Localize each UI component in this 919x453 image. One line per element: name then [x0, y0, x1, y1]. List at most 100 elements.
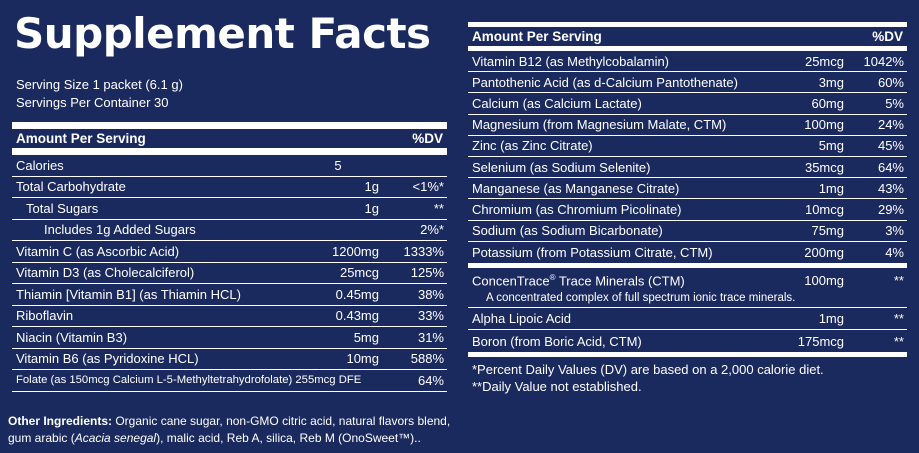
- other-ingredients-line2b: ), malic acid, Reb A, silica, Reb M (Ono…: [156, 431, 421, 445]
- nutrient-row: Selenium (as Sodium Selenite) 35mcg 64%: [468, 157, 907, 179]
- nutrient-name: Calories: [16, 157, 64, 173]
- nutrient-amount: 100mg: [804, 117, 844, 133]
- nutrient-row: Pantothenic Acid (as d-Calcium Pantothen…: [468, 72, 907, 94]
- table-header: Amount Per Serving %DV: [12, 129, 447, 148]
- divider-thick: [468, 352, 907, 358]
- blend-name-prefix: ConcenTrace: [472, 273, 550, 289]
- nutrient-row: Total Sugars 1g **: [12, 198, 447, 220]
- nutrient-name: Includes 1g Added Sugars: [44, 222, 196, 238]
- nutrient-dv: 125%: [410, 265, 444, 281]
- nutrient-amount: 1mg: [818, 311, 844, 327]
- nutrient-name: Calcium (as Calcium Lactate): [472, 95, 642, 111]
- nutrient-name: Folate (as 150mcg Calcium L-5-Methyltetr…: [16, 374, 362, 387]
- nutrient-name: Thiamin [Vitamin B1] (as Thiamin HCL): [16, 286, 241, 302]
- nutrient-row: Vitamin B12 (as Methylcobalamin) 25mcg 1…: [468, 51, 907, 73]
- nutrient-amount: 10mg: [346, 351, 379, 367]
- nutrient-name: Boron (from Boric Acid, CTM): [472, 333, 642, 349]
- registered-mark: ®: [549, 272, 556, 282]
- table-header: Amount Per Serving %DV: [468, 27, 907, 46]
- footnote-not-established: **Daily Value not established.: [472, 379, 642, 395]
- nutrient-name: Vitamin B12 (as Methylcobalamin): [472, 53, 670, 69]
- nutrient-amount: 25mcg: [804, 53, 844, 69]
- nutrient-dv: 64%: [877, 159, 904, 175]
- nutrient-row: Vitamin C (as Ascorbic Acid) 1200mg 1333…: [12, 241, 447, 263]
- nutrient-dv: 3%: [885, 223, 904, 239]
- nutrient-amount: 3mg: [818, 74, 844, 90]
- left-facts-table: Amount Per Serving %DV Calories 5 Total …: [12, 122, 447, 392]
- nutrient-row: Vitamin B6 (as Pyridoxine HCL) 10mg 588%: [12, 349, 447, 370]
- nutrient-amount: 100mg: [804, 272, 844, 288]
- nutrient-row: Boron (from Boric Acid, CTM) 175mcg **: [468, 330, 907, 352]
- nutrient-row: Manganese (as Manganese Citrate) 1mg 43%: [468, 178, 907, 200]
- nutrient-dv: 31%: [417, 329, 444, 345]
- nutrient-dv: **: [893, 333, 904, 349]
- nutrient-row: Vitamin D3 (as Cholecalciferol) 25mcg 12…: [12, 263, 447, 284]
- nutrient-row: Zinc (as Zinc Citrate) 5mg 45%: [468, 136, 907, 157]
- nutrient-amount: 5mg: [818, 138, 844, 154]
- trace-minerals-row: ConcenTrace® Trace Minerals (CTM) 100mg …: [468, 268, 907, 309]
- nutrient-amount: 0.45mg: [335, 286, 379, 302]
- divider-thick: [468, 46, 907, 51]
- nutrient-row: Includes 1g Added Sugars 2%*: [12, 220, 447, 241]
- nutrient-name: ConcenTrace® Trace Minerals (CTM): [468, 273, 774, 288]
- page-title: Supplement Facts: [14, 9, 431, 58]
- nutrient-row: Sodium (as Sodium Bicarbonate) 75mg 3%: [468, 221, 907, 242]
- nutrient-amount: 1200mg: [332, 243, 379, 259]
- nutrient-row: Alpha Lipoic Acid 1mg **: [468, 308, 907, 331]
- nutrient-name: Potassium (from Potassium Citrate, CTM): [472, 244, 713, 260]
- nutrient-amount: 1mg: [818, 180, 844, 196]
- nutrient-row: Niacin (Vitamin B3) 5mg 31%: [12, 327, 447, 349]
- nutrient-amount: 1g: [364, 200, 379, 216]
- footnote-dv: *Percent Daily Values (DV) are based on …: [472, 362, 824, 378]
- nutrient-dv: **: [893, 311, 904, 327]
- nutrient-row: Folate (as 150mcg Calcium L-5-Methyltetr…: [12, 370, 447, 392]
- nutrient-amount: 5mg: [353, 329, 379, 345]
- nutrient-row: Thiamin [Vitamin B1] (as Thiamin HCL) 0.…: [12, 284, 447, 306]
- nutrient-amount: 0.43mg: [335, 308, 379, 324]
- nutrient-dv: 5%: [885, 95, 904, 111]
- nutrient-name: Vitamin D3 (as Cholecalciferol): [16, 265, 195, 281]
- nutrient-dv: 29%: [877, 201, 904, 217]
- nutrient-dv: 60%: [877, 74, 904, 90]
- header-dv: %DV: [412, 131, 443, 146]
- nutrient-row: Riboflavin 0.43mg 33%: [12, 306, 447, 327]
- nutrient-dv: <1%*: [412, 179, 444, 195]
- nutrient-name: Manganese (as Manganese Citrate): [472, 180, 680, 196]
- blend-name-suffix: Trace Minerals (CTM): [555, 273, 685, 289]
- divider-thick: [468, 262, 907, 268]
- nutrient-name: Vitamin C (as Ascorbic Acid): [16, 243, 180, 259]
- nutrient-dv: 64%: [417, 372, 444, 388]
- right-facts-table: Amount Per Serving %DV Vitamin B12 (as M…: [468, 22, 907, 395]
- nutrient-name: Vitamin B6 (as Pyridoxine HCL): [16, 351, 199, 367]
- nutrient-amount: 60mg: [811, 95, 844, 111]
- nutrient-dv: 38%: [417, 286, 444, 302]
- nutrient-dv: 1042%: [863, 53, 904, 69]
- nutrient-dv: 2%*: [420, 222, 444, 238]
- other-ingredients-line1: Organic cane sugar, non-GMO citric acid,…: [112, 414, 451, 428]
- nutrient-name: Magnesium (from Magnesium Malate, CTM): [472, 117, 727, 133]
- nutrient-dv: 43%: [877, 180, 904, 196]
- nutrient-amount: 75mg: [811, 223, 844, 239]
- divider-thick: [12, 148, 447, 155]
- nutrient-amount: 5: [334, 157, 342, 173]
- nutrient-dv: 24%: [877, 117, 904, 133]
- nutrient-name: Pantothenic Acid (as d-Calcium Pantothen…: [472, 74, 738, 90]
- serving-size: Serving Size 1 packet (6.1 g): [16, 77, 183, 92]
- header-dv: %DV: [872, 29, 903, 44]
- nutrient-amount: 200mg: [804, 244, 844, 260]
- nutrient-dv: 45%: [877, 138, 904, 154]
- divider-thick: [468, 22, 907, 27]
- nutrient-amount: 1g: [364, 179, 379, 195]
- servings-per-container: Servings Per Container 30: [16, 95, 169, 110]
- nutrient-amount: 25mcg: [339, 265, 379, 281]
- divider-thick: [12, 122, 447, 129]
- other-ingredients: Other Ingredients: Organic cane sugar, n…: [8, 413, 450, 447]
- other-ingredients-line2a: gum arabic (: [8, 431, 75, 445]
- nutrient-row: Chromium (as Chromium Picolinate) 10mcg …: [468, 199, 907, 221]
- nutrient-row: Magnesium (from Magnesium Malate, CTM) 1…: [468, 115, 907, 136]
- nutrient-row: Potassium (from Potassium Citrate, CTM) …: [468, 242, 907, 263]
- nutrient-dv: 588%: [410, 351, 444, 367]
- nutrient-name: Alpha Lipoic Acid: [472, 311, 572, 327]
- nutrient-dv: 4%: [885, 244, 904, 260]
- header-amount: Amount Per Serving: [472, 29, 602, 44]
